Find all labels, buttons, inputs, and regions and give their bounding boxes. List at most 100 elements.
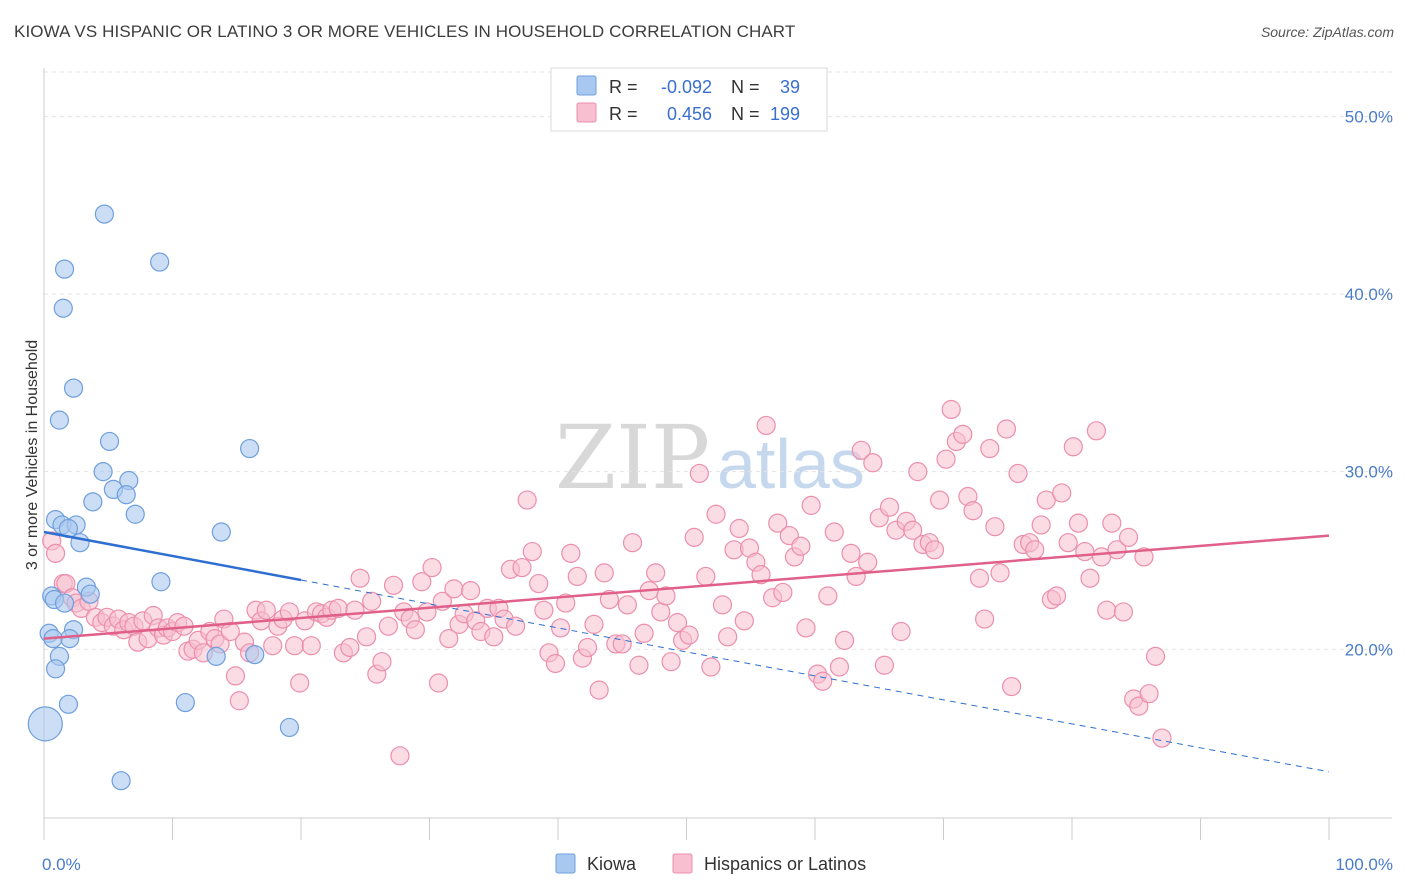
hispanics-point xyxy=(879,497,900,517)
y-tick-labels: 20.0% 30.0% 40.0% 50.0% xyxy=(1345,107,1393,659)
hispanics-point xyxy=(439,629,459,649)
hispanics-point xyxy=(996,419,1017,439)
chart-source: Source: ZipAtlas.com xyxy=(1260,24,1394,40)
hispanics-point xyxy=(529,573,549,594)
hispanics-point xyxy=(656,586,676,606)
hispanics-point xyxy=(1080,568,1100,588)
kiowa-point xyxy=(53,298,73,318)
x-tick-label-1: 100.0% xyxy=(1335,855,1393,874)
kiowa-point xyxy=(58,694,79,714)
hispanics-point xyxy=(405,620,425,640)
hispanics-point xyxy=(818,586,838,606)
hispanics-point xyxy=(791,536,811,556)
kiowa-point xyxy=(116,485,136,505)
hispanics-point xyxy=(679,625,699,645)
stats-legend: R = -0.092 N = 39 R = 0.456 N = 199 xyxy=(550,67,828,132)
hispanics-point xyxy=(941,399,961,420)
x-tick-labels: 0.0% 100.0% xyxy=(42,855,1393,874)
hispanics-point xyxy=(1058,533,1078,553)
y-tick-label-1: 30.0% xyxy=(1345,463,1393,482)
gridlines xyxy=(44,71,1392,650)
kiowa-point xyxy=(151,572,171,592)
kiowa-point xyxy=(240,438,260,459)
kiowa-point xyxy=(27,706,63,742)
kiowa-point xyxy=(175,692,195,713)
hispanics-point xyxy=(863,453,883,473)
kiowa-n-label: N = xyxy=(731,77,760,97)
hispanics-point xyxy=(340,637,360,658)
hispanics-point xyxy=(729,518,749,539)
hispanics-point xyxy=(444,579,464,599)
hispanics-point xyxy=(1145,646,1166,666)
kiowa-point xyxy=(80,584,100,604)
hispanics-point xyxy=(953,424,973,444)
hispanics-point xyxy=(1097,600,1117,620)
hispanics-point xyxy=(484,627,504,647)
hispanics-point xyxy=(256,600,276,620)
hispanics-point xyxy=(751,565,771,585)
axes xyxy=(43,68,1392,840)
hispanics-point xyxy=(390,746,410,766)
hispanics-point xyxy=(1113,602,1134,622)
hispanics-point xyxy=(712,595,733,615)
hispanics-point xyxy=(801,495,821,515)
series-hispanics-points xyxy=(42,399,1172,766)
hispanics-point xyxy=(1063,437,1083,457)
kiowa-point xyxy=(54,593,75,613)
hispanics-point xyxy=(461,581,481,601)
kiowa-swatch xyxy=(576,75,597,96)
hispanics-point xyxy=(589,680,609,700)
hispanics-point xyxy=(517,490,537,510)
hispanics-point xyxy=(417,602,437,622)
kiowa-point xyxy=(54,259,75,279)
y-tick-label-2: 40.0% xyxy=(1345,285,1393,304)
hispanics-point xyxy=(284,636,305,656)
legend-hispanics-label: Hispanics or Latinos xyxy=(704,854,866,874)
hispanics-point xyxy=(1139,684,1159,704)
hispanics-point xyxy=(903,520,923,540)
hispanics-point xyxy=(362,591,382,611)
hispanics-point xyxy=(522,541,542,562)
hispanics-point xyxy=(701,657,721,677)
kiowa-point xyxy=(83,492,103,512)
hispanics-point xyxy=(612,634,632,654)
watermark-atlas: atlas xyxy=(717,425,865,503)
x-tick-label-0: 0.0% xyxy=(42,855,81,874)
hispanics-point xyxy=(383,575,404,595)
hispanics-point xyxy=(225,666,246,686)
kiowa-point xyxy=(49,410,70,430)
hispanics-point xyxy=(874,655,894,675)
hispanics-point xyxy=(930,490,950,510)
hispanics-point xyxy=(505,616,526,636)
hispanics-point xyxy=(263,636,283,656)
hispanics-point xyxy=(584,614,604,634)
hispanics-point xyxy=(768,513,788,533)
hispanics-point xyxy=(824,522,844,542)
hispanics-r-value: 0.456 xyxy=(667,104,712,124)
kiowa-point xyxy=(93,462,113,482)
hispanics-point xyxy=(345,600,365,620)
hispanics-point xyxy=(813,671,833,691)
hispanics-point xyxy=(350,568,370,588)
hispanics-point xyxy=(561,543,581,563)
hispanics-point xyxy=(290,673,310,693)
hispanics-point xyxy=(651,602,671,622)
hispanics-point xyxy=(567,566,587,587)
hispanics-point xyxy=(980,438,1000,459)
hispanics-point xyxy=(301,636,321,656)
kiowa-point xyxy=(111,771,131,791)
hispanics-point xyxy=(689,463,709,484)
hispanics-point xyxy=(1031,515,1051,535)
hispanics-point xyxy=(229,691,249,711)
hispanics-point xyxy=(1052,483,1072,503)
hispanics-point xyxy=(661,652,681,672)
chart-title: KIOWA VS HISPANIC OR LATINO 3 OR MORE VE… xyxy=(14,22,796,41)
hispanics-point xyxy=(985,517,1005,537)
hispanics-point xyxy=(550,618,571,638)
hispanics-point xyxy=(356,627,377,647)
hispanics-point xyxy=(1075,541,1095,562)
series-legend: Kiowa Hispanics or Latinos xyxy=(555,853,866,874)
hispanics-point xyxy=(1046,586,1067,606)
hispanics-point xyxy=(734,611,754,631)
hispanics-point xyxy=(1107,540,1127,560)
